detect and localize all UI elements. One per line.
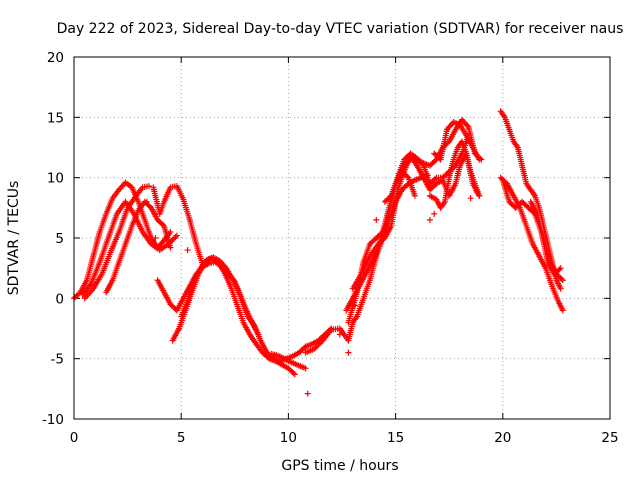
data-point	[351, 302, 358, 309]
y-tick-label: 20	[47, 50, 64, 66]
data-point	[336, 331, 343, 338]
x-tick-label: 25	[601, 430, 618, 446]
y-tick-label: -10	[42, 412, 64, 428]
data-point	[431, 210, 438, 217]
data-point	[557, 265, 564, 272]
data-point	[159, 221, 166, 228]
data-point	[143, 198, 150, 205]
data-point	[432, 175, 439, 182]
x-tick-label: 5	[177, 430, 186, 446]
data-point	[255, 331, 262, 338]
y-tick-label: 15	[47, 110, 64, 126]
x-tick-label: 20	[494, 430, 511, 446]
data-point	[474, 189, 481, 196]
y-tick-labels: -10 -5 0 5 10 15 20	[42, 50, 64, 428]
data-point	[404, 173, 411, 180]
chart-title: Day 222 of 2023, Sidereal Day-to-day VTE…	[57, 21, 624, 37]
data-point	[426, 216, 433, 223]
data-point	[387, 193, 394, 200]
data-point	[146, 183, 153, 190]
data-point	[172, 233, 179, 240]
y-tick-label: 5	[55, 231, 64, 247]
data-point	[558, 276, 565, 283]
y-tick-label: 0	[55, 291, 64, 307]
data-point	[184, 247, 191, 254]
data-point	[304, 390, 311, 397]
data-point	[559, 307, 566, 314]
data-point	[291, 371, 298, 378]
y-tick-label: 10	[47, 171, 64, 187]
data-point	[167, 244, 174, 251]
x-tick-label: 10	[280, 430, 297, 446]
data-point	[556, 266, 563, 273]
x-axis-label: GPS time / hours	[281, 458, 398, 474]
data-point	[290, 370, 297, 377]
data-point	[173, 232, 180, 239]
x-tick-label: 0	[70, 430, 79, 446]
data-point	[302, 365, 309, 372]
plot-frame	[73, 56, 611, 420]
data-point	[411, 192, 418, 199]
data-series-naus	[71, 108, 566, 397]
data-point	[171, 235, 178, 242]
data-point	[345, 349, 352, 356]
y-axis-label: SDTVAR / TECUs	[6, 181, 22, 296]
data-point	[156, 244, 163, 251]
data-point	[152, 235, 159, 241]
x-tick-label: 15	[387, 430, 404, 446]
data-point	[373, 216, 380, 223]
data-point	[559, 277, 566, 284]
x-tick-labels: 0 5 10 15 20 25	[70, 430, 619, 446]
data-point	[476, 192, 483, 199]
y-tick-label: -5	[51, 352, 64, 368]
data-point	[557, 285, 564, 292]
data-point	[467, 195, 474, 202]
data-point	[476, 156, 483, 163]
